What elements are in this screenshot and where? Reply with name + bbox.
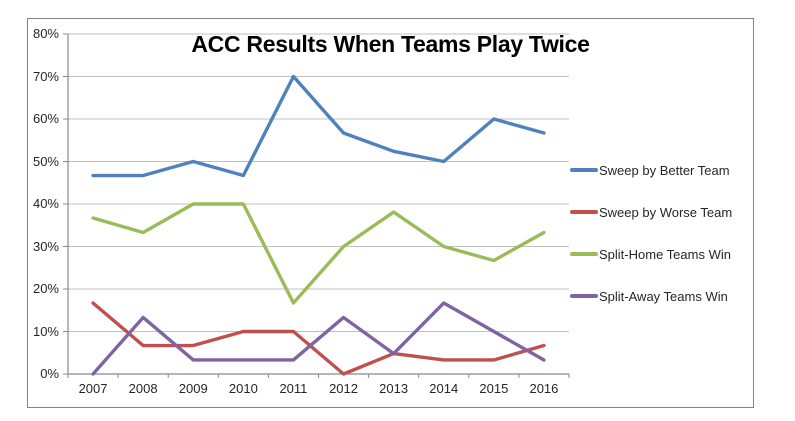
legend-line-sample-split-away-teams-win (570, 294, 598, 298)
legend-label: Sweep by Worse Team (599, 204, 733, 220)
legend-label: Split-Home Teams Win (599, 246, 731, 262)
series-line-sweep-by-better-team (91, 74, 546, 178)
x-tick-label: 2015 (479, 381, 509, 396)
legend-line-sample-sweep-by-better-team (570, 168, 598, 172)
y-tick-label: 70% (32, 68, 59, 84)
legend-label: Sweep by Better Team (599, 162, 730, 178)
x-tick-label: 2009 (178, 381, 208, 396)
series-line-split-home-teams-win (91, 202, 546, 305)
y-tick-label: 50% (32, 153, 59, 169)
legend: Sweep by Better Team Sweep by Worse Team… (570, 149, 770, 317)
x-tick-label: 2008 (128, 381, 158, 396)
legend-item-split-away-teams-win: Split-Away Teams Win (570, 275, 770, 317)
y-tick-label: 40% (32, 196, 59, 211)
x-tick-label: 2014 (429, 381, 459, 396)
x-tick-label: 2013 (379, 381, 409, 396)
y-tick-label: 20% (32, 281, 59, 296)
legend-item-split-home-teams-win: Split-Home Teams Win (570, 233, 770, 275)
legend-line-sample-sweep-by-worse-team (570, 210, 598, 214)
y-tick-label: 60% (32, 111, 59, 126)
legend-item-sweep-by-worse-team: Sweep by Worse Team (570, 191, 770, 233)
y-tick-label: 30% (32, 238, 59, 254)
y-tick-label: 0% (40, 366, 59, 381)
x-tick-label: 2010 (228, 381, 258, 396)
y-tick-label: 10% (32, 323, 59, 339)
x-tick-label: 2011 (279, 381, 308, 396)
series-line-sweep-by-worse-team (91, 301, 546, 376)
series-line-split-away-teams-win (91, 301, 546, 376)
x-tick-label: 2012 (329, 381, 358, 396)
legend-label: Split-Away Teams Win (599, 288, 728, 304)
chart-title: ACC Results When Teams Play Twice (191, 31, 590, 57)
x-tick-label: 2007 (78, 381, 108, 396)
y-tick-label: 80% (32, 26, 59, 41)
legend-line-sample-split-home-teams-win (570, 252, 598, 256)
x-tick-label: 2016 (529, 381, 559, 396)
legend-item-sweep-by-better-team: Sweep by Better Team (570, 149, 770, 191)
